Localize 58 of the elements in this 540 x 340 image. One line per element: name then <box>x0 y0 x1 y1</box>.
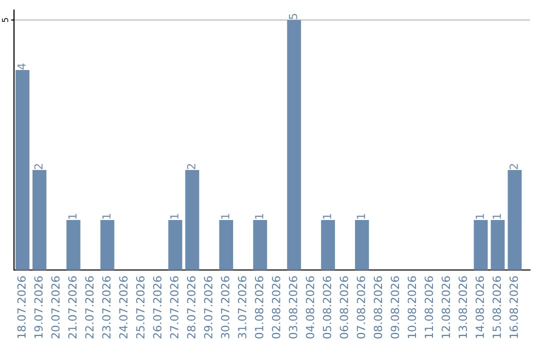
bar <box>321 220 335 270</box>
data-label: 1 <box>68 214 76 219</box>
x-tick-label: 04.08.2026 <box>306 276 314 338</box>
data-label: 1 <box>356 214 366 219</box>
data-label: 4 <box>17 64 26 70</box>
bar <box>474 220 488 270</box>
x-tick-label: 24.07.2026 <box>119 276 128 338</box>
x-tick-label: 14.08.2026 <box>476 276 484 338</box>
x-tick-label: 05.08.2026 <box>322 276 332 338</box>
x-tick-label: 31.07.2026 <box>238 276 246 338</box>
x-tick-label: 26.07.2026 <box>153 276 162 338</box>
data-label: 1 <box>221 214 230 219</box>
bar <box>100 220 114 270</box>
data-label: 1 <box>170 214 178 219</box>
x-tick-label: 29.07.2026 <box>204 276 212 338</box>
data-label: 1 <box>492 214 501 219</box>
bar <box>66 220 80 270</box>
x-tick-label: 11.08.2026 <box>424 276 434 338</box>
data-label: 1 <box>322 214 332 219</box>
data-label: 1 <box>102 214 110 219</box>
bar <box>168 220 182 270</box>
data-label: 1 <box>476 214 484 219</box>
x-tick-label: 25.07.2026 <box>136 276 145 338</box>
bar <box>16 70 30 270</box>
x-tick-label: 28.07.2026 <box>187 276 196 338</box>
x-tick-label: 16.08.2026 <box>510 276 518 338</box>
x-tick-label: 18.07.2026 <box>17 276 26 338</box>
x-tick-label: 15.08.2026 <box>492 276 501 338</box>
x-tick-label: 09.08.2026 <box>390 276 400 338</box>
x-tick-label: 01.08.2026 <box>254 276 264 338</box>
x-tick-label: 19.07.2026 <box>34 276 43 338</box>
data-label: 2 <box>34 164 43 170</box>
bar <box>355 220 369 270</box>
x-tick-label: 12.08.2026 <box>442 276 450 338</box>
x-tick-label: 13.08.2026 <box>458 276 468 338</box>
x-tick-label: 30.07.2026 <box>220 276 230 338</box>
x-tick-label: 23.07.2026 <box>102 276 111 338</box>
data-label: 1 <box>255 214 264 219</box>
data-label: 2 <box>187 164 196 170</box>
x-tick-label: 20.07.2026 <box>51 276 60 338</box>
x-tick-label: 08.08.2026 <box>374 276 382 338</box>
bar <box>490 220 505 270</box>
data-label: 2 <box>510 164 518 170</box>
x-tick-label: 27.07.2026 <box>170 276 178 338</box>
x-tick-label: 06.08.2026 <box>340 276 348 338</box>
bar <box>219 220 234 270</box>
x-tick-label: 02.08.2026 <box>272 276 280 338</box>
bar <box>287 20 302 270</box>
x-tick-label: 03.08.2026 <box>288 276 298 338</box>
bar <box>32 170 46 270</box>
x-tick-label: 22.07.2026 <box>85 276 94 338</box>
bar <box>253 220 268 270</box>
bar <box>185 170 200 270</box>
x-tick-label: 10.08.2026 <box>408 276 416 338</box>
x-tick-label: 21.07.2026 <box>68 276 77 338</box>
data-label: 5 <box>289 14 298 20</box>
bar <box>508 170 522 270</box>
x-tick-label: 07.08.2026 <box>356 276 366 338</box>
